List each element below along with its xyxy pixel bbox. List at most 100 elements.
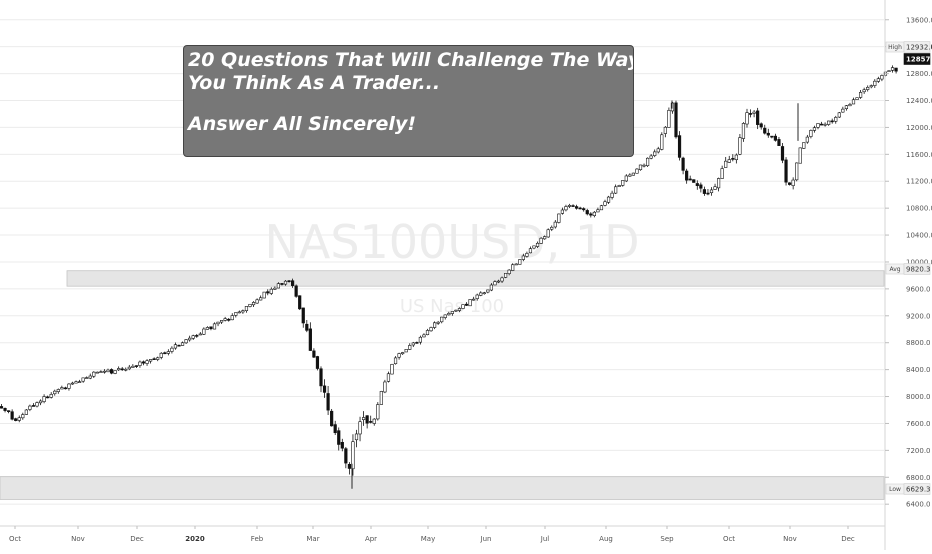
candle	[585, 208, 589, 216]
candle	[631, 172, 635, 176]
candle	[827, 120, 831, 126]
candle	[326, 386, 330, 416]
candle	[791, 177, 795, 190]
price-tick-label: 12800.0	[906, 70, 932, 78]
candle	[802, 142, 806, 149]
candle	[457, 307, 462, 313]
candle	[418, 335, 423, 345]
candle	[660, 132, 664, 151]
candle	[78, 379, 82, 384]
candle	[500, 276, 504, 284]
candle	[543, 235, 547, 240]
candle	[251, 301, 256, 307]
candle	[177, 344, 181, 347]
candle	[220, 320, 224, 324]
price-level-tags: High 12932.6 12857.9 Avg 9820.3 Low 6629.3	[885, 41, 932, 495]
candle	[198, 332, 202, 336]
time-tick-label: 2020	[185, 535, 205, 543]
candle	[42, 394, 46, 404]
candle	[429, 326, 433, 332]
candle	[486, 289, 490, 294]
candle	[113, 370, 117, 375]
candle	[269, 287, 273, 296]
candle	[681, 156, 685, 175]
candle	[766, 128, 770, 138]
candle	[67, 383, 71, 391]
candle	[195, 333, 199, 338]
candle	[28, 404, 32, 412]
candle	[866, 85, 870, 92]
candle	[38, 399, 43, 406]
candle	[482, 291, 486, 295]
candle	[734, 153, 738, 164]
high-level-value: 12932.6	[906, 44, 932, 52]
time-tick-label: Jun	[480, 535, 492, 543]
candle	[496, 279, 501, 284]
candle	[85, 376, 89, 379]
annotation-line-1: 20 Questions That Will Challenge The Way	[188, 49, 634, 71]
time-tick-label: Jul	[540, 535, 550, 543]
candle	[436, 320, 440, 325]
candle	[649, 154, 653, 160]
price-tick-label: 13600.0	[906, 16, 932, 24]
candle	[787, 182, 792, 186]
candle	[798, 147, 802, 164]
candle	[876, 76, 880, 83]
candle	[667, 107, 671, 128]
last-level-value-box	[903, 53, 931, 65]
candle	[184, 338, 188, 345]
candle	[301, 307, 305, 328]
candle	[255, 298, 259, 304]
candle	[141, 360, 146, 366]
candle	[816, 123, 820, 130]
candle	[521, 253, 525, 262]
candle	[156, 356, 160, 362]
candle	[716, 177, 721, 192]
candle	[461, 304, 465, 310]
candle	[241, 309, 245, 314]
candle	[376, 402, 380, 421]
candle	[415, 341, 419, 344]
time-tick-label: May	[421, 535, 435, 543]
candle	[262, 291, 266, 299]
candle	[635, 168, 639, 174]
low-level-value: 6629.3	[906, 486, 931, 494]
candle	[848, 102, 852, 107]
candle	[738, 133, 742, 156]
candle	[276, 282, 281, 289]
candle	[443, 314, 447, 320]
candle	[138, 360, 142, 368]
candle	[621, 180, 625, 187]
candle	[351, 434, 355, 476]
candle	[340, 438, 344, 452]
candle	[869, 84, 873, 89]
candle	[188, 335, 192, 342]
time-axis[interactable]: Oct Nov Dec 2020 Feb Mar Apr May Jun Jul Aug Sep Oct…	[0, 525, 885, 543]
time-tick-label: Oct	[723, 535, 735, 543]
candle	[120, 366, 124, 371]
price-tick-label: 11600.0	[906, 151, 932, 159]
candle	[844, 104, 848, 111]
price-tick-label: 8000.0	[906, 393, 931, 401]
candle	[489, 283, 494, 292]
candle	[0, 404, 4, 409]
candle	[525, 251, 529, 258]
candle	[163, 351, 167, 355]
candle	[344, 446, 348, 469]
candle	[606, 195, 611, 204]
candle	[53, 389, 57, 396]
candle	[401, 351, 405, 355]
candle	[202, 327, 206, 335]
candle	[273, 286, 277, 290]
candle	[805, 134, 809, 144]
candle	[223, 316, 227, 322]
candle	[468, 299, 472, 307]
price-tick-label: 8800.0	[906, 339, 931, 347]
candle	[720, 165, 724, 179]
candlestick-series	[0, 65, 898, 489]
candle	[173, 342, 178, 350]
candle	[266, 289, 270, 296]
annotation-line-3: Answer All Sincerely!	[188, 113, 416, 135]
candle	[24, 409, 28, 415]
candle	[390, 363, 394, 375]
